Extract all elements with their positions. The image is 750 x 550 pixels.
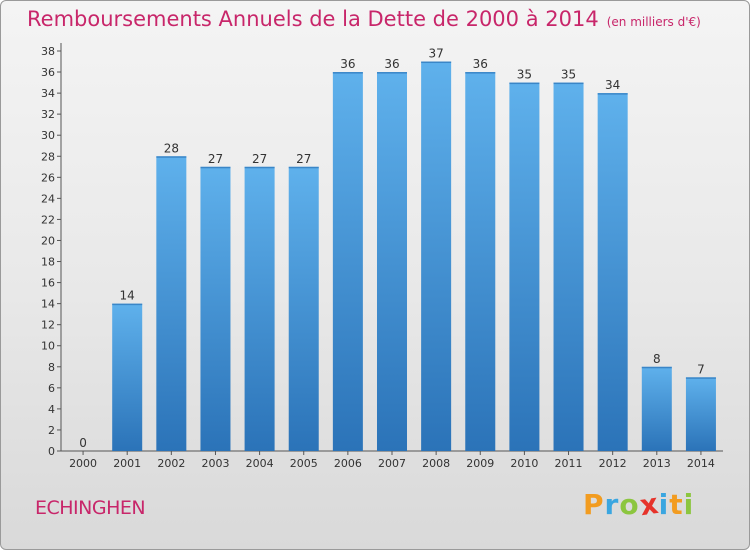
x-tick-label: 2013 xyxy=(643,457,671,470)
x-tick-label: 2005 xyxy=(290,457,318,470)
y-tick-label: 20 xyxy=(41,234,55,247)
data-label-2002: 28 xyxy=(164,141,179,155)
logo-letter: i xyxy=(658,488,670,521)
x-tick-label: 2008 xyxy=(422,457,450,470)
y-tick-label: 38 xyxy=(41,45,55,58)
bar-2009 xyxy=(465,72,496,451)
commune-name: ECHINGHEN xyxy=(35,497,146,519)
bar-top-edge-2004 xyxy=(244,166,275,169)
bar-top-edge-2009 xyxy=(465,72,496,74)
y-tick-label: 12 xyxy=(41,319,55,332)
y-tick-label: 36 xyxy=(41,66,55,79)
data-label-2007: 36 xyxy=(384,57,399,71)
y-tick-label: 24 xyxy=(41,192,55,205)
x-tick-label: 2000 xyxy=(69,457,97,470)
data-label-2009: 36 xyxy=(473,57,488,71)
logo-letter: t xyxy=(669,488,684,521)
bar-2008 xyxy=(421,61,452,452)
bar-top-edge-2001 xyxy=(112,303,143,306)
y-tick-label: 32 xyxy=(41,108,55,121)
x-axis: 2000 2001 2002 2003 2004 2005 2006 2007 2008 2009… xyxy=(61,450,723,470)
bar-top-edge-2013 xyxy=(641,366,672,369)
data-label-2003: 27 xyxy=(208,152,223,166)
logo-letter: P xyxy=(583,488,605,521)
bar-2003 xyxy=(200,166,231,451)
y-tick-label: 4 xyxy=(48,403,55,416)
data-label-2004: 27 xyxy=(252,152,267,166)
y-tick-label: 16 xyxy=(41,277,55,290)
x-tick-label: 2006 xyxy=(334,457,362,470)
bar-top-edge-2014 xyxy=(685,377,716,379)
x-tick-label: 2002 xyxy=(157,457,185,470)
x-tick-label: 2001 xyxy=(113,457,141,470)
bar-2010 xyxy=(509,82,540,451)
bar-top-edge-2012 xyxy=(597,93,628,95)
x-tick-label: 2007 xyxy=(378,457,406,470)
y-tick-label: 22 xyxy=(41,213,55,226)
bar-top-edge-2005 xyxy=(288,166,319,169)
bar-top-edge-2006 xyxy=(332,72,363,74)
y-tick-label: 10 xyxy=(41,340,55,353)
bar-2004 xyxy=(244,166,275,451)
bar-2012 xyxy=(597,93,628,452)
y-tick-label: 8 xyxy=(48,361,55,374)
bar-2014 xyxy=(685,377,716,451)
y-tick-label: 2 xyxy=(48,424,55,437)
y-tick-label: 26 xyxy=(41,171,55,184)
y-tick-label: 6 xyxy=(48,382,55,395)
x-tick-label: 2010 xyxy=(510,457,538,470)
x-tick-label: 2009 xyxy=(466,457,494,470)
x-tick-label: 2004 xyxy=(246,457,274,470)
y-tick-label: 0 xyxy=(48,445,55,458)
data-label-2000: 0 xyxy=(79,436,87,450)
x-tick-label: 2003 xyxy=(201,457,229,470)
bar-top-edge-2002 xyxy=(156,156,187,158)
bar-2013 xyxy=(641,366,672,451)
data-label-2010: 35 xyxy=(517,68,532,82)
data-label-2014: 7 xyxy=(697,362,705,376)
bar-top-edge-2010 xyxy=(509,82,540,85)
logo-letter: x xyxy=(637,486,661,523)
proxiti-logo: Proxiti xyxy=(583,486,695,523)
logo-letter: i xyxy=(683,488,695,521)
x-tick-label: 2011 xyxy=(555,457,583,470)
bar-top-edge-2011 xyxy=(553,82,584,85)
bar-2002 xyxy=(156,156,187,451)
data-label-2008: 37 xyxy=(428,47,443,61)
data-label-2001: 14 xyxy=(120,289,135,303)
data-label-2005: 27 xyxy=(296,152,311,166)
data-label-2006: 36 xyxy=(340,57,355,71)
bar-top-edge-2008 xyxy=(421,61,452,64)
bar-2007 xyxy=(376,72,408,451)
bar-2006 xyxy=(332,72,363,451)
chart-subtitle: (en milliers d'€) xyxy=(606,15,701,29)
y-tick-label: 30 xyxy=(41,129,55,142)
y-tick-label: 14 xyxy=(41,298,55,311)
y-tick-label: 28 xyxy=(41,150,55,163)
logo-letter: r xyxy=(604,488,620,521)
data-label-2013: 8 xyxy=(653,352,661,366)
bar-top-edge-2007 xyxy=(376,72,408,74)
x-tick-label: 2014 xyxy=(687,457,715,470)
y-tick-label: 34 xyxy=(41,87,55,100)
x-tick-label: 2012 xyxy=(599,457,627,470)
data-label-2011: 35 xyxy=(561,68,576,82)
bar-2001 xyxy=(112,303,143,451)
bar-top-edge-2003 xyxy=(200,166,231,169)
chart-title-text: Remboursements Annuels de la Dette de 20… xyxy=(27,7,599,31)
y-tick-label: 18 xyxy=(41,256,55,269)
bar-2011 xyxy=(553,82,584,451)
bar-2005 xyxy=(288,166,319,451)
data-label-2012: 34 xyxy=(605,78,620,92)
bars: 0 14 28 27 27 27 36 36 37 36 35 35 34 8 7 xyxy=(79,47,716,452)
chart-title: Remboursements Annuels de la Dette de 20… xyxy=(27,7,701,31)
logo-letter: o xyxy=(619,488,640,521)
